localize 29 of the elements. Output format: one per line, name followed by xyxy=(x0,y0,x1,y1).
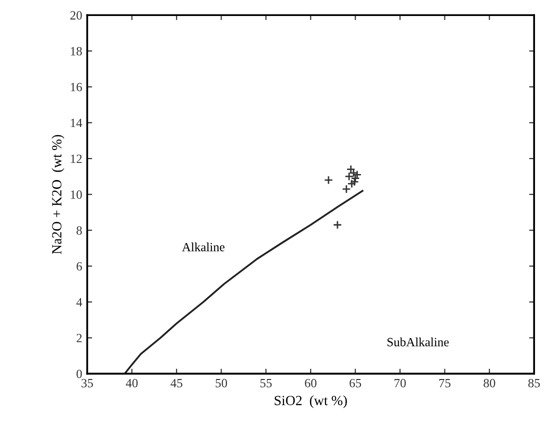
y-tick-label: 18 xyxy=(70,47,82,56)
y-tick-label: 0 xyxy=(76,370,82,378)
y-tick-label: 4 xyxy=(76,298,82,306)
y-tick-label: 2 xyxy=(76,334,82,342)
point xyxy=(324,176,334,185)
y-tick-label: 14 xyxy=(70,118,82,128)
y-tick-label: 20 xyxy=(70,11,82,20)
x-tick-label: 45 xyxy=(170,378,182,388)
y-tick-label: 16 xyxy=(70,82,82,92)
point xyxy=(332,220,342,230)
y-axis-title: Na2O + K2O (wt %) xyxy=(52,134,64,254)
y-tick-label: 12 xyxy=(70,154,82,163)
line-series xyxy=(124,190,364,374)
y-tick-label: 10 xyxy=(70,190,82,199)
x-tick-label: 35 xyxy=(82,378,93,388)
x-tick-label: 50 xyxy=(216,378,228,388)
x-tick-label: 40 xyxy=(126,378,138,388)
x-tick-label: 75 xyxy=(439,379,450,388)
y-tick-label: 8 xyxy=(76,226,82,235)
x-tick-label: 80 xyxy=(484,378,496,388)
annotation: SubAlkaline xyxy=(387,338,449,346)
x-axis-title: SiO2 (wt %) xyxy=(274,395,347,408)
x-tick-label: 70 xyxy=(394,378,406,388)
annotation: Alkaline xyxy=(182,242,224,252)
x-tick-label: 85 xyxy=(528,378,540,388)
x-tick-label: 60 xyxy=(304,378,316,388)
x-tick-label: 65 xyxy=(350,378,362,388)
x-tick-label: 55 xyxy=(260,379,272,388)
y-tick-label: 6 xyxy=(76,262,82,271)
